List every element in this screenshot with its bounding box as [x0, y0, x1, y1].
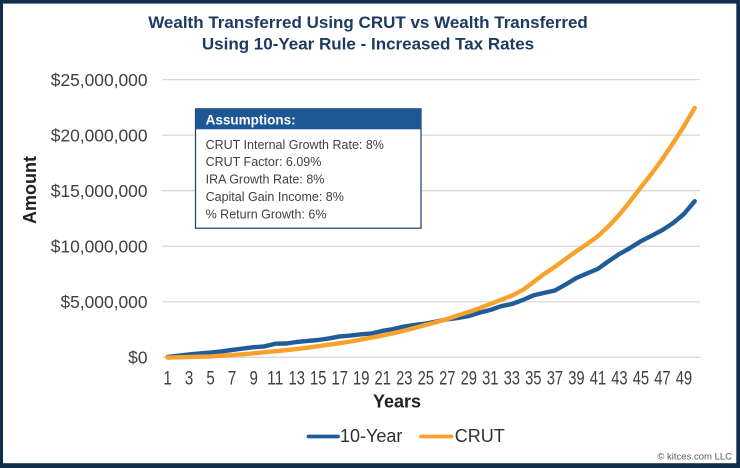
- svg-text:Capital Gain Income: 8%: Capital Gain Income: 8%: [206, 190, 344, 204]
- svg-text:47: 47: [654, 368, 670, 389]
- svg-text:$0: $0: [128, 348, 147, 368]
- svg-text:19: 19: [353, 368, 369, 389]
- svg-text:IRA Growth Rate: 8%: IRA Growth Rate: 8%: [206, 173, 325, 187]
- svg-text:9: 9: [250, 368, 258, 389]
- svg-text:Assumptions:: Assumptions:: [206, 113, 296, 128]
- svg-text:$20,000,000: $20,000,000: [51, 125, 148, 145]
- svg-text:37: 37: [547, 368, 563, 389]
- svg-text:49: 49: [676, 368, 692, 389]
- svg-text:$15,000,000: $15,000,000: [51, 181, 148, 201]
- svg-text:39: 39: [568, 368, 584, 389]
- svg-text:29: 29: [461, 368, 477, 389]
- svg-text:Wealth Transferred Using CRUT: Wealth Transferred Using CRUT vs Wealth …: [148, 13, 588, 32]
- svg-text:43: 43: [611, 368, 627, 389]
- svg-text:Years: Years: [373, 392, 421, 412]
- svg-text:% Return Growth: 6%: % Return Growth: 6%: [206, 208, 327, 222]
- svg-text:23: 23: [396, 368, 412, 389]
- svg-text:$10,000,000: $10,000,000: [51, 237, 148, 257]
- svg-text:45: 45: [633, 368, 649, 389]
- svg-text:10-Year: 10-Year: [340, 426, 402, 446]
- svg-text:CRUT Internal Growth Rate: 8%: CRUT Internal Growth Rate: 8%: [206, 138, 384, 152]
- svg-text:CRUT: CRUT: [455, 426, 505, 446]
- svg-text:1: 1: [163, 368, 171, 389]
- svg-text:5: 5: [206, 368, 214, 389]
- svg-text:$25,000,000: $25,000,000: [51, 70, 148, 90]
- svg-text:3: 3: [185, 368, 193, 389]
- svg-text:11: 11: [267, 368, 283, 389]
- svg-text:41: 41: [590, 368, 606, 389]
- svg-text:13: 13: [289, 368, 305, 389]
- svg-text:21: 21: [375, 368, 391, 389]
- svg-text:33: 33: [504, 368, 520, 389]
- svg-text:27: 27: [439, 368, 455, 389]
- svg-text:31: 31: [482, 368, 498, 389]
- svg-text:7: 7: [228, 368, 236, 389]
- svg-text:Using 10-Year Rule - Increased: Using 10-Year Rule - Increased Tax Rates: [202, 35, 534, 54]
- svg-text:$5,000,000: $5,000,000: [60, 292, 147, 312]
- svg-text:17: 17: [332, 368, 348, 389]
- svg-text:© kitces.com LLC: © kitces.com LLC: [657, 452, 732, 463]
- svg-text:25: 25: [418, 368, 434, 389]
- svg-text:Amount: Amount: [20, 156, 40, 224]
- svg-text:35: 35: [525, 368, 541, 389]
- svg-text:15: 15: [310, 368, 326, 389]
- svg-text:CRUT Factor: 6.09%: CRUT Factor: 6.09%: [206, 155, 322, 169]
